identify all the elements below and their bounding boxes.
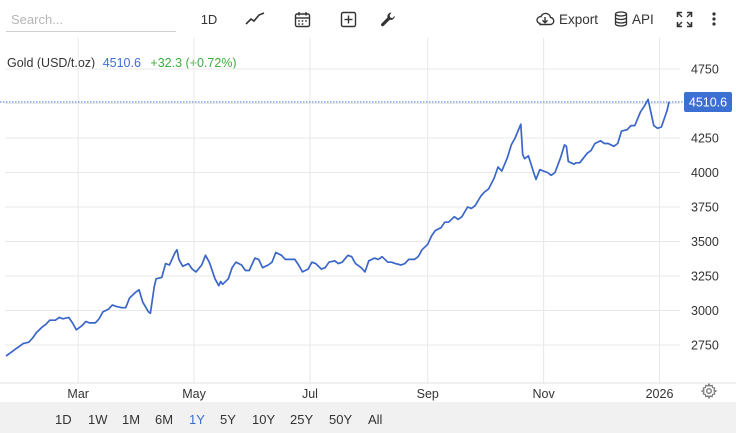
x-tick-label: 2026 [646,387,674,401]
price-series [0,98,684,357]
range-button-10y[interactable]: 10Y [252,412,276,427]
database-icon [614,11,628,27]
chart-legend: Gold (USD/t.oz) 4510.6 +32.3 (+0.72%) [7,56,237,70]
price-change: +32.3 (+0.72%) [150,56,237,70]
instrument-name: Gold (USD/t.oz) [7,56,96,70]
chart-settings-button[interactable] [700,382,718,404]
line-chart-icon [245,12,265,25]
range-button-all[interactable]: All [368,412,383,427]
y-tick-label: 3250 [691,270,719,284]
range-button-50y[interactable]: 50Y [329,412,353,427]
current-price: 4510.6 [102,56,141,70]
wrench-icon [380,11,395,26]
y-tick-label: 3500 [691,235,719,249]
calendar-icon [294,11,310,27]
tools-button[interactable] [378,8,398,30]
range-button-1y[interactable]: 1Y [189,412,205,427]
series-line [5,98,670,357]
current-price-tag-text: 4510.6 [689,96,727,110]
y-tick-label: 3750 [691,201,719,215]
x-tick-label: Sep [417,387,439,401]
date-range-button[interactable] [292,8,312,30]
api-button[interactable]: API [614,8,654,30]
chart-grid [0,38,736,384]
toolbar: 1D Exp [0,0,736,38]
y-tick-label: 3000 [691,304,719,318]
x-tick-label: May [182,387,206,401]
axis-labels: 475045004250400037503500325030002750MarM… [67,63,732,401]
y-tick-label: 4750 [691,63,719,77]
y-tick-label: 2750 [691,339,719,353]
x-tick-label: Nov [533,387,556,401]
range-selector: 1D 1W 1M 6M 1Y 5Y 10Y 25Y 50Y All [0,402,736,433]
search-input[interactable] [6,8,176,32]
current-price-tag: 4510.6 [684,92,732,113]
gear-icon [700,382,718,400]
export-label: Export [559,11,599,27]
current-price-tag-bg [684,92,732,113]
add-indicator-button[interactable] [338,8,358,30]
range-button-1d[interactable]: 1D [55,412,72,427]
range-button-5y[interactable]: 5Y [220,412,236,427]
more-options-button[interactable] [707,8,721,30]
more-vertical-icon [712,12,716,26]
range-button-1m[interactable]: 1M [122,412,141,427]
export-button[interactable]: Export [535,8,598,30]
range-button-1w[interactable]: 1W [88,412,108,427]
x-tick-label: Mar [67,387,89,401]
range-button-25y[interactable]: 25Y [290,412,314,427]
x-tick-label: Jul [302,387,318,401]
range-button-6m[interactable]: 6M [155,412,174,427]
y-tick-label: 4000 [691,166,719,180]
api-label: API [632,11,654,27]
interval-label: 1D [200,11,218,27]
y-tick-label: 4250 [691,132,719,146]
price-chart[interactable]: 475045004250400037503500325030002750MarM… [0,38,736,402]
cloud-download-icon [536,12,555,26]
fullscreen-icon [676,11,692,27]
interval-button[interactable]: 1D [200,8,218,30]
chart-type-button[interactable] [244,8,266,30]
plus-box-icon [340,11,356,27]
fullscreen-button[interactable] [674,8,694,30]
